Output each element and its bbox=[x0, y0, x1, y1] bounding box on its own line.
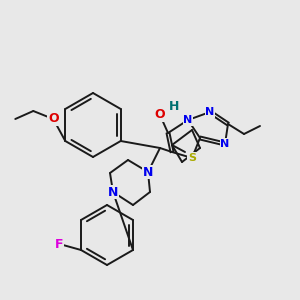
Text: S: S bbox=[188, 153, 196, 163]
Text: F: F bbox=[55, 238, 63, 251]
Text: N: N bbox=[108, 185, 118, 199]
Text: H: H bbox=[169, 100, 179, 113]
Text: N: N bbox=[143, 166, 153, 178]
Text: N: N bbox=[183, 115, 193, 125]
Text: O: O bbox=[48, 112, 58, 125]
Text: N: N bbox=[206, 107, 214, 117]
Text: O: O bbox=[155, 109, 165, 122]
Text: N: N bbox=[220, 139, 230, 149]
